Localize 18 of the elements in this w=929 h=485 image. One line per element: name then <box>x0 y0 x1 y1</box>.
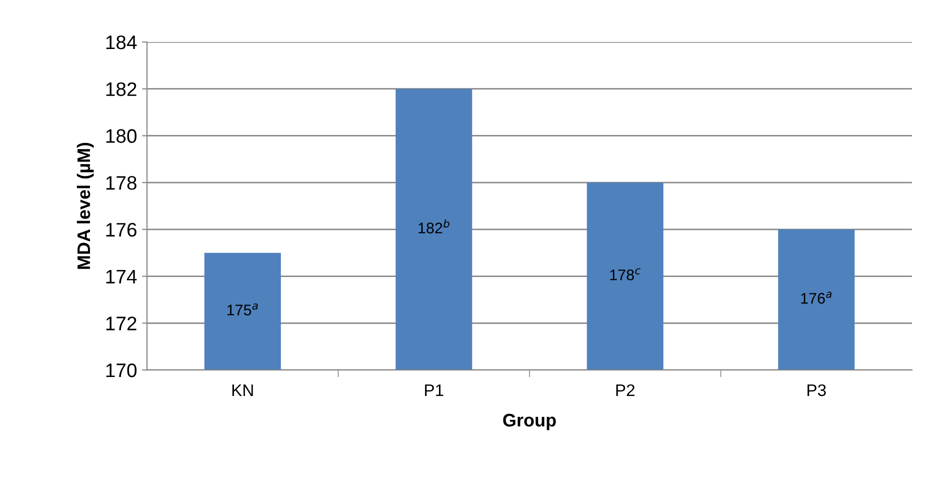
y-tick-label: 180 <box>106 129 137 143</box>
x-tick-label: P1 <box>425 384 444 396</box>
x-tick-label: P3 <box>808 384 826 396</box>
x-tick-label: KN <box>232 384 253 396</box>
y-tick-label: 176 <box>106 222 136 237</box>
data-label: 178$^{c}$ <box>610 268 640 280</box>
y-tick-label: 174 <box>106 270 137 284</box>
data-label: 182$^{b}$ <box>418 219 450 234</box>
data-label: 176$^{a}$ <box>801 292 832 304</box>
x-axis-title: Group <box>503 414 556 430</box>
y-tick-label: 184 <box>106 35 137 50</box>
y-tick-label: 178 <box>106 176 136 190</box>
y-tick-label: 182 <box>106 82 136 96</box>
x-tick-label: P2 <box>616 384 634 396</box>
y-tick-label: 170 <box>106 363 137 378</box>
y-axis-title: MDA level (µM) <box>76 142 94 269</box>
data-label: 175$^{a}$ <box>227 303 258 316</box>
y-tick-label: 172 <box>106 316 136 330</box>
